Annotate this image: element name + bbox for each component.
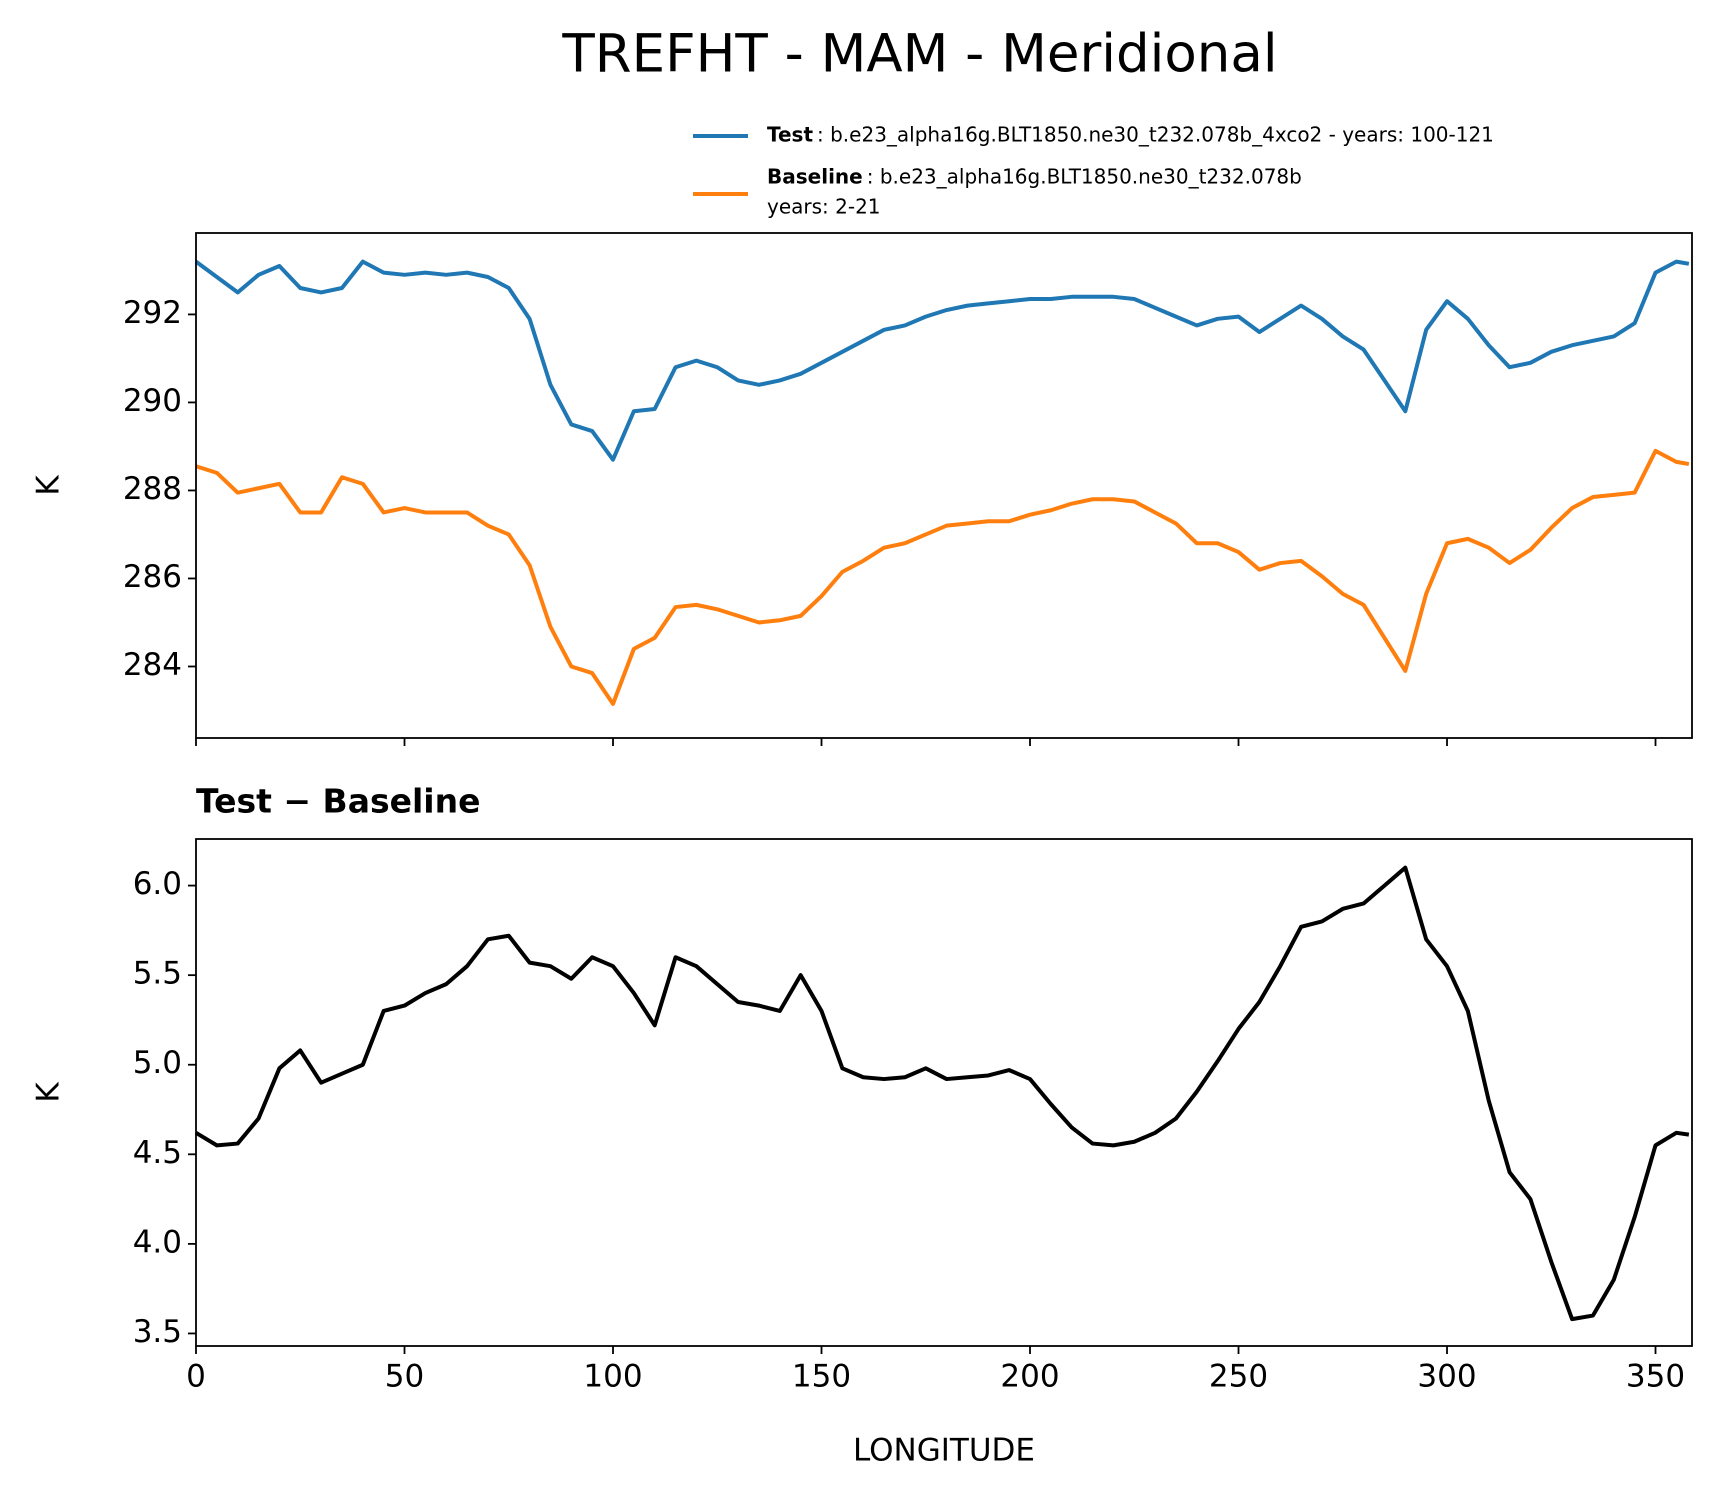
y-tick-label: 292 xyxy=(123,295,182,331)
plot-frame xyxy=(195,838,1693,1347)
y-axis-label: K xyxy=(31,1082,67,1103)
x-tick-label: 100 xyxy=(583,1359,642,1395)
y-tick-label: 3.5 xyxy=(133,1314,182,1350)
x-tick-label: 150 xyxy=(792,1359,851,1395)
x-axis-label: LONGITUDE xyxy=(853,1433,1035,1469)
y-tick-label: 284 xyxy=(123,647,182,683)
x-tick-label: 250 xyxy=(1209,1359,1268,1395)
data-line xyxy=(195,448,1690,706)
legend-name: Baseline xyxy=(767,165,863,189)
x-tick-label: 350 xyxy=(1626,1359,1685,1395)
x-tick-label: 200 xyxy=(1000,1359,1059,1395)
y-axis-label: K xyxy=(31,475,67,496)
data-line xyxy=(194,865,1690,1322)
y-tick-label: 6.0 xyxy=(133,866,182,902)
plot-frame xyxy=(195,232,1693,739)
y-tick-label: 5.5 xyxy=(133,956,182,992)
legend-text: years: 2-21 xyxy=(767,195,881,219)
legend-text: : b.e23_alpha16g.BLT1850.ne30_t232.078b xyxy=(867,165,1302,189)
x-tick-label: 50 xyxy=(385,1359,424,1395)
y-tick-label: 4.0 xyxy=(133,1224,182,1260)
legend-name: Test xyxy=(767,123,813,147)
x-tick-label: 0 xyxy=(186,1359,206,1395)
y-tick-label: 4.5 xyxy=(133,1135,182,1171)
y-tick-label: 286 xyxy=(123,559,182,595)
legend-text: : b.e23_alpha16g.BLT1850.ne30_t232.078b_… xyxy=(817,123,1494,147)
y-tick-label: 290 xyxy=(123,383,182,419)
y-tick-label: 288 xyxy=(123,471,182,507)
chart-title: TREFHT - MAM - Meridional xyxy=(561,24,1277,85)
y-tick-label: 5.0 xyxy=(133,1045,182,1081)
data-line xyxy=(194,259,1690,462)
panel-title: Test − Baseline xyxy=(196,782,481,821)
x-tick-label: 300 xyxy=(1417,1359,1476,1395)
